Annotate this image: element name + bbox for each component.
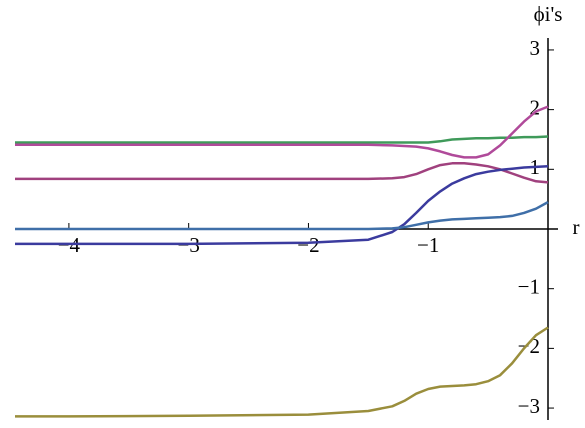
data-line (15, 201, 549, 231)
data-line (15, 165, 549, 246)
data-line (15, 135, 549, 144)
x-tick-label: −1 (417, 233, 439, 257)
y-tick-label: −1 (518, 275, 540, 299)
data-line (15, 105, 549, 159)
y-tick-label: 2 (530, 95, 541, 119)
y-tick-label: 3 (530, 36, 541, 60)
x-tick-label: −2 (297, 233, 319, 257)
data-line (15, 162, 549, 184)
data-line (15, 326, 549, 418)
y-tick-label: −3 (518, 394, 540, 418)
y-tick-label: −2 (518, 334, 540, 358)
x-axis-label: r (573, 215, 580, 239)
y-axis-label: ϕi's (534, 2, 563, 26)
